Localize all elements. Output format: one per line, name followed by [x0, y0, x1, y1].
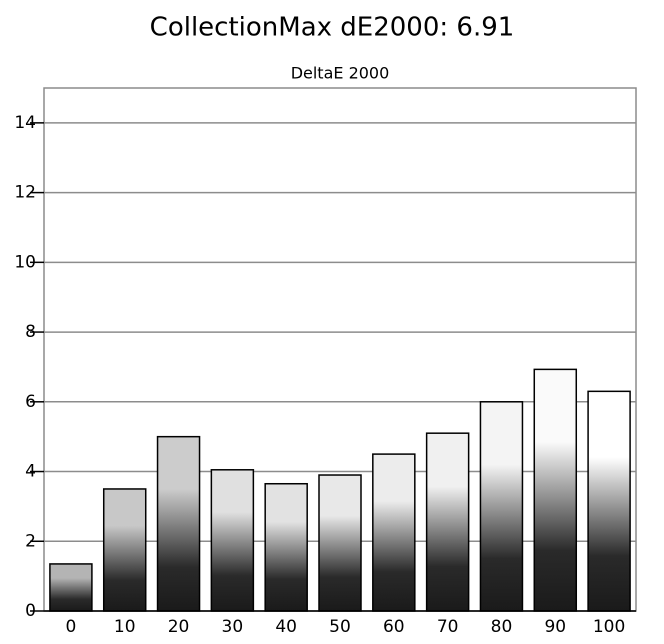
bar — [210, 469, 255, 612]
x-tick-label: 10 — [114, 617, 136, 637]
bar — [587, 390, 631, 612]
bar — [264, 482, 308, 612]
chart-subtitle: DeltaE 2000 — [291, 64, 390, 83]
x-tick-label: 20 — [168, 617, 190, 637]
bar — [479, 401, 524, 612]
bar — [318, 474, 362, 612]
bar — [49, 563, 93, 612]
x-tick-label: 0 — [65, 617, 76, 637]
x-tick-label: 50 — [329, 617, 351, 637]
chart-title: CollectionMax dE2000: 6.91 — [150, 13, 515, 43]
bar — [372, 453, 416, 612]
x-tick-label: 60 — [383, 617, 405, 637]
bar — [102, 488, 147, 612]
y-tick-label: 14 — [14, 113, 36, 133]
bar — [533, 368, 578, 612]
x-tick-label: 80 — [491, 617, 513, 637]
x-tick-label: 90 — [544, 617, 566, 637]
bar — [425, 432, 470, 612]
y-tick-label: 12 — [14, 183, 36, 203]
y-tick-label: 10 — [14, 252, 36, 272]
bar — [156, 435, 201, 612]
x-tick-label: 40 — [275, 617, 297, 637]
x-tick-label: 30 — [222, 617, 244, 637]
x-tick-label: 70 — [437, 617, 459, 637]
x-tick-label: 100 — [593, 617, 625, 637]
